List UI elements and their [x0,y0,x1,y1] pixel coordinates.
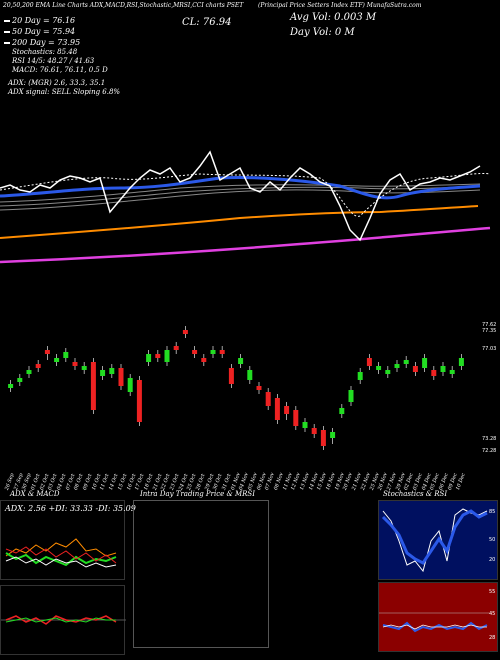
adx-panel-values: ADX: 2.56 +DI: 33.33 -DI: 35.09 [5,504,136,513]
candle-body [63,352,69,358]
stoch-level-85: 85 [489,509,496,515]
close-price: CL: 76.94 [182,17,232,28]
candle-body [35,364,41,368]
header-title-left: 20,50,200 EMA Line Charts ADX,MACD,RSI,S… [3,2,244,9]
candle-body [100,370,106,376]
candle-body [26,370,32,374]
candle-body [146,354,152,362]
candle-body [385,370,391,374]
stoch-lines [381,508,488,573]
price-label-2: 77.35 [482,328,497,334]
candle-body [54,358,60,362]
rsi-panel: 55 45 28 [378,582,498,652]
price-label-1: 77.62 [482,322,497,328]
candle-body [90,362,96,410]
candle-body [274,398,280,420]
legend-20day: 20 Day = 76.16 [12,16,76,25]
candlestick-chart [8,326,464,450]
legend-marker-20 [4,20,10,22]
rsi-level-55: 55 [489,589,496,595]
stoch-level-50: 50 [489,537,496,543]
candle-body [44,350,50,354]
adx-signal: ADX signal: SELL Sloping 6.8% [8,88,121,96]
legend-marker-200 [4,42,10,44]
avg-volume: Avg Vol: 0.003 M [290,12,377,23]
candle-body [238,358,244,364]
ema-long-line [0,226,491,264]
candle-body [449,370,455,374]
adx-lines [5,538,117,568]
candle-body [81,366,87,370]
candle-body [256,386,262,390]
candle-body [127,378,133,392]
rsi-level-28: 28 [489,635,496,641]
header-title-right: (Principal Price Setters Index ETF) Muna… [258,2,422,9]
candle-body [247,370,253,380]
candle-body [201,358,207,362]
candle-body [376,366,382,370]
candle-body [403,360,409,364]
candle-body [192,350,198,354]
candle-body [265,392,271,406]
stoch-title: Stochastics & RSI [383,490,448,498]
candle-body [155,354,161,358]
macd-lines [1,615,126,625]
stochastics-value: Stochastics: 85.48 [12,48,78,56]
candle-body [302,422,308,428]
price-label-3: 77.03 [482,346,497,352]
candle-body [293,410,299,426]
ema-band-3 [0,183,481,203]
rsi-value: RSI 14/5: 48.27 / 41.63 [12,57,95,65]
ema50-line [0,175,481,200]
candle-body [284,406,290,414]
candle-body [136,380,142,422]
candle-body [320,430,326,446]
adx-value: ADX: (MGR) 2.6, 33.3, 35.1 [8,79,106,87]
price-label-5: 72.28 [482,448,497,454]
intraday-panel [133,500,269,648]
macd-value: MACD: 76.61, 76.11, 0.5 D [12,66,108,74]
ema-dashed-line [0,173,491,217]
candle-body [164,350,170,362]
candle-body [311,428,317,434]
candle-body [348,390,354,402]
candle-body [8,384,14,388]
candle-body [339,408,345,414]
candle-body [72,362,78,366]
legend-marker-50 [4,31,10,33]
candle-body [440,366,446,372]
stoch-level-20: 20 [489,557,496,563]
candle-body [366,358,372,366]
candle-body [431,370,437,376]
legend-200day: 200 Day = 73.95 [12,38,81,47]
candle-body [394,364,400,368]
candle-body [109,368,115,374]
candle-body [458,358,464,366]
candle-body [357,372,363,380]
ema200-line [0,205,479,239]
stoch-panel: 85 50 20 [378,500,498,580]
ema-chart [0,150,491,264]
legend-50day: 50 Day = 75.94 [12,27,76,36]
adx-macd-title: ADX & MACD [10,490,60,498]
price-line [0,150,481,242]
candle-body [219,350,225,354]
candle-body [210,350,216,354]
day-volume: Day Vol: 0 M [290,27,355,38]
macd-panel [0,585,126,655]
candle-body [422,358,428,368]
candle-body [330,432,336,438]
candle-body [17,378,23,382]
candle-body [182,330,188,334]
adx-panel: ADX: 2.56 +DI: 33.33 -DI: 35.09 [0,500,136,580]
candle-body [228,368,234,384]
candle-body [118,368,124,386]
rsi-level-45: 45 [489,611,496,617]
price-label-4: 73.28 [482,436,497,442]
rsi-lines [379,612,489,633]
intraday-title: Intra Day Trading Price & MRSI [140,490,255,498]
candle-body [412,366,418,372]
candle-body [173,346,179,350]
